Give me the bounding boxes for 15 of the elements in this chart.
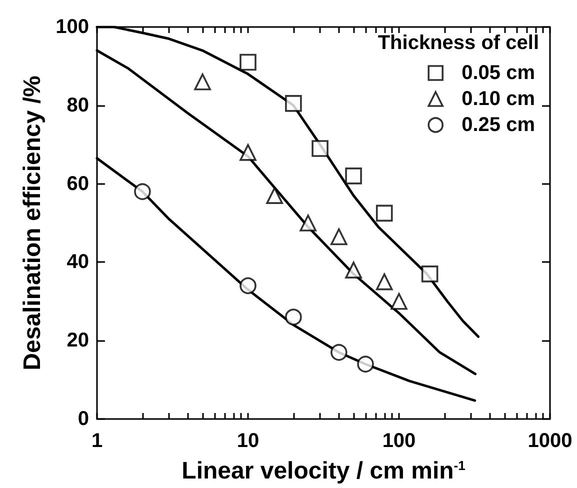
y-tick-label: 0 [78,408,89,430]
legend-title: Thickness of cell [378,32,539,54]
legend-label: 0.10 cm [462,88,535,110]
legend-label: 0.05 cm [462,62,535,84]
y-tick-label: 20 [66,330,89,352]
x-tick-label: 1000 [528,430,572,452]
y-tick-label: 40 [66,251,89,274]
x-tick-label: 10 [236,430,260,452]
legend-label: 0.25 cm [462,114,535,136]
y-axis-title: Desalination efficiency /% [19,76,46,370]
x-tick-label: 1 [91,430,103,452]
y-tick-label: 60 [66,172,89,195]
y-tick-label: 80 [66,94,89,116]
x-tick-label: 100 [382,430,416,452]
y-tick-label: 100 [56,16,89,38]
